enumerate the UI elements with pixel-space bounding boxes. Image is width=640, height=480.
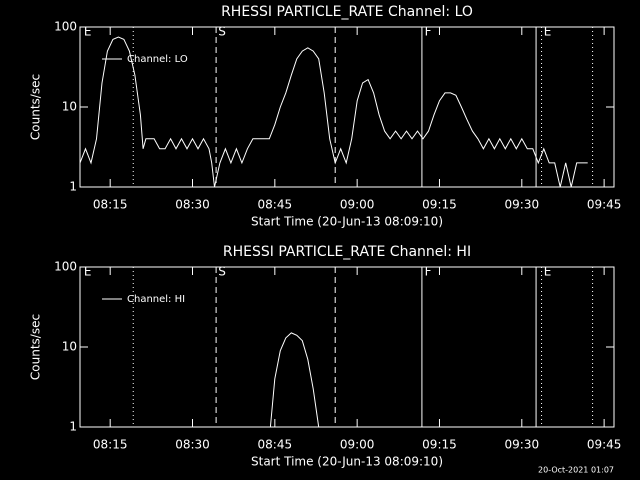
- flag-label: E: [84, 25, 92, 39]
- y-tick-label: 1: [69, 420, 77, 434]
- x-tick-label: 08:15: [93, 198, 128, 212]
- legend-label: Channel: LO: [127, 54, 188, 65]
- y-tick-label: 100: [54, 260, 77, 274]
- x-tick-label: 09:00: [340, 198, 375, 212]
- series-line: [269, 332, 320, 428]
- x-tick-label: 09:30: [505, 438, 540, 452]
- x-tick-label: 09:45: [587, 438, 622, 452]
- x-tick-label: 09:15: [422, 198, 457, 212]
- flag-label: E: [84, 265, 92, 279]
- x-tick-label: 08:45: [258, 198, 293, 212]
- flag-label: E: [544, 265, 552, 279]
- flag-label: F: [425, 265, 432, 279]
- chart-title: RHESSI PARTICLE_RATE Channel: LO: [221, 4, 473, 20]
- y-axis-label: Counts/sec: [29, 314, 43, 380]
- x-tick-label: 09:00: [340, 438, 375, 452]
- y-tick-label: 10: [62, 340, 77, 354]
- flag-label: S: [218, 25, 226, 39]
- x-tick-label: 09:30: [505, 198, 540, 212]
- flag-label: E: [544, 25, 552, 39]
- legend-label: Channel: HI: [127, 294, 185, 305]
- plot-frame: [79, 26, 615, 188]
- x-tick-label: 09:15: [422, 438, 457, 452]
- x-tick-label: 08:15: [93, 438, 128, 452]
- x-axis-label: Start Time (20-Jun-13 08:09:10): [251, 215, 443, 229]
- plot-frame: [79, 266, 615, 428]
- chart-title: RHESSI PARTICLE_RATE Channel: HI: [223, 244, 471, 260]
- series-line: [79, 36, 588, 188]
- x-tick-label: 08:45: [258, 438, 293, 452]
- x-tick-label: 09:45: [587, 198, 622, 212]
- x-axis-label: Start Time (20-Jun-13 08:09:10): [251, 455, 443, 469]
- y-tick-label: 1: [69, 180, 77, 194]
- y-tick-label: 100: [54, 20, 77, 34]
- flag-label: S: [218, 265, 226, 279]
- y-tick-label: 10: [62, 100, 77, 114]
- y-axis-label: Counts/sec: [29, 74, 43, 140]
- x-tick-label: 08:30: [175, 198, 210, 212]
- flag-label: F: [425, 25, 432, 39]
- x-tick-label: 08:30: [175, 438, 210, 452]
- footer: 20-Oct-2021 01:07: [538, 466, 614, 475]
